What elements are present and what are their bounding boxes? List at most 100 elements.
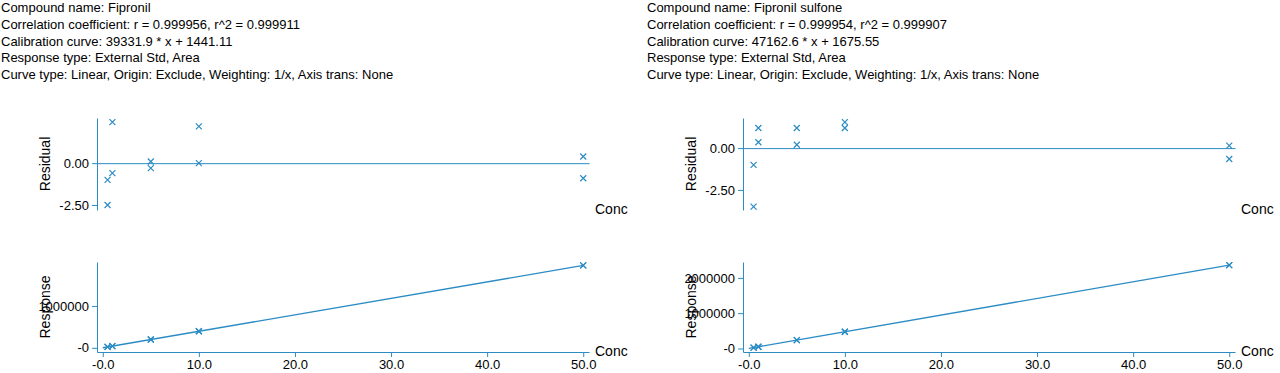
fit-line bbox=[103, 265, 583, 347]
x-axis-tick: 10.0 bbox=[833, 352, 858, 372]
y-axis-tick-label: 0.00 bbox=[710, 141, 735, 156]
x-axis bbox=[744, 148, 1236, 149]
plot-marks bbox=[105, 119, 587, 208]
data-point bbox=[1226, 143, 1232, 149]
annotation: Calibration curve: 47162.6 * x + 1675.55 bbox=[647, 34, 879, 49]
x-axis-tick: 20.0 bbox=[929, 352, 954, 372]
fit-line bbox=[749, 265, 1229, 348]
data-point bbox=[148, 158, 154, 164]
chart: -010000002000000-0.010.020.030.040.050.0… bbox=[683, 262, 1274, 372]
y-axis-line bbox=[97, 119, 98, 211]
annotation: Correlation coefficient: r = 0.999954, r… bbox=[647, 17, 947, 32]
y-axis-line bbox=[743, 263, 744, 353]
x-axis-tick-label: 10.0 bbox=[187, 357, 212, 372]
y-axis-tick-mark bbox=[92, 205, 97, 206]
x-axis-line bbox=[98, 163, 590, 164]
y-axis: -2.50 0.00 bbox=[705, 119, 743, 211]
data-point bbox=[755, 125, 761, 131]
x-axis-tick-label: 30.0 bbox=[1025, 357, 1050, 372]
x-axis-tick-label: 30.0 bbox=[379, 357, 404, 372]
x-axis bbox=[98, 163, 590, 164]
y-axis-title: Residual bbox=[683, 137, 699, 191]
x-axis-tick: 20.0 bbox=[283, 352, 308, 372]
y-axis-tick: -0 bbox=[723, 341, 743, 356]
annotation: Curve type: Linear, Origin: Exclude, Wei… bbox=[647, 67, 1039, 82]
plot-marks bbox=[103, 262, 586, 350]
chart: Compound name: Fipronil sulfone Correlati… bbox=[647, 0, 1274, 217]
y-axis-tick-mark bbox=[738, 278, 743, 279]
x-axis: -0.0 10.0 20.0 30.0 40.0 50.0 bbox=[738, 352, 1242, 372]
x-axis-title: Conc bbox=[1241, 201, 1274, 217]
data-point bbox=[109, 170, 115, 176]
data-point bbox=[148, 165, 154, 171]
y-axis-title: Response bbox=[37, 275, 53, 338]
y-axis-tick-label: -2.50 bbox=[705, 183, 735, 198]
x-axis-title: Conc bbox=[595, 343, 628, 359]
y-axis-tick-mark bbox=[738, 190, 743, 191]
y-axis-title: Response bbox=[683, 275, 699, 338]
data-point bbox=[196, 123, 202, 129]
chart: -01000000-0.010.020.030.040.050.0Respons… bbox=[37, 262, 628, 372]
y-axis: -2.50 0.00 bbox=[59, 119, 97, 213]
data-point bbox=[105, 202, 111, 208]
x-axis-tick: 10.0 bbox=[187, 352, 212, 372]
data-point bbox=[196, 160, 202, 166]
x-axis-tick: 30.0 bbox=[1025, 352, 1050, 372]
x-axis-tick-label: 20.0 bbox=[283, 357, 308, 372]
annotation: Calibration curve: 39331.9 * x + 1441.11 bbox=[1, 34, 232, 49]
chart: Compound name: Fipronil Correlation coeff… bbox=[1, 0, 628, 217]
x-axis-tick: -0.0 bbox=[738, 352, 760, 372]
annotation: Response type: External Std, Area bbox=[647, 50, 846, 65]
y-axis-tick: -0 bbox=[77, 340, 97, 355]
y-axis-tick-label: -0 bbox=[77, 340, 89, 355]
y-axis-tick: 0.00 bbox=[710, 141, 743, 156]
x-axis-line bbox=[744, 352, 1236, 353]
y-axis-title: Residual bbox=[37, 137, 53, 191]
x-axis-tick-label: 40.0 bbox=[1121, 357, 1146, 372]
data-point bbox=[755, 139, 761, 145]
x-axis-tick-label: 40.0 bbox=[475, 357, 500, 372]
annotation: Curve type: Linear, Origin: Exclude, Wei… bbox=[1, 67, 393, 82]
annotation: Correlation coefficient: r = 0.999956, r… bbox=[1, 17, 300, 32]
data-point bbox=[1226, 156, 1232, 162]
x-axis-tick-label: 10.0 bbox=[833, 357, 858, 372]
x-axis-line bbox=[98, 352, 590, 353]
x-axis-tick: 50.0 bbox=[571, 352, 596, 372]
data-point bbox=[794, 125, 800, 131]
x-axis-tick-label: 20.0 bbox=[929, 357, 954, 372]
x-axis-tick-label: 50.0 bbox=[571, 357, 596, 372]
y-axis-tick: -2.50 bbox=[705, 183, 743, 198]
annotation: Response type: External Std, Area bbox=[1, 50, 200, 65]
data-point bbox=[751, 162, 757, 168]
x-axis-line bbox=[744, 148, 1236, 149]
title: Compound name: Fipronil bbox=[1, 0, 151, 15]
y-axis-line bbox=[743, 119, 744, 211]
figure: Compound name: Fipronil Correlation coeff… bbox=[0, 0, 1280, 373]
data-point bbox=[580, 175, 586, 181]
x-axis-tick-label: -0.0 bbox=[738, 357, 760, 372]
y-axis-tick-label: -2.50 bbox=[59, 198, 89, 213]
x-axis-tick-label: 50.0 bbox=[1217, 357, 1242, 372]
title: Compound name: Fipronil sulfone bbox=[647, 0, 842, 15]
data-point bbox=[580, 153, 586, 159]
data-point bbox=[109, 119, 115, 125]
y-axis-tick-mark bbox=[92, 306, 97, 307]
y-axis-line bbox=[97, 263, 98, 353]
y-axis-tick-mark bbox=[92, 348, 97, 349]
data-point bbox=[842, 125, 848, 131]
plot-marks bbox=[749, 262, 1232, 350]
x-axis-tick: 30.0 bbox=[379, 352, 404, 372]
y-axis-tick: 0.00 bbox=[64, 156, 97, 171]
y-axis-tick-label: 0.00 bbox=[64, 156, 89, 171]
plot-marks bbox=[751, 119, 1233, 209]
y-axis-tick-mark bbox=[738, 148, 743, 149]
data-point bbox=[105, 177, 111, 183]
data-point bbox=[842, 119, 848, 125]
y-axis-tick-mark bbox=[92, 163, 97, 164]
y-axis-tick-label: -0 bbox=[723, 341, 735, 356]
x-axis-tick: 40.0 bbox=[1121, 352, 1146, 372]
x-axis-tick-label: -0.0 bbox=[92, 357, 114, 372]
data-point bbox=[794, 142, 800, 148]
data-point bbox=[751, 204, 757, 210]
x-axis-tick: -0.0 bbox=[92, 352, 114, 372]
